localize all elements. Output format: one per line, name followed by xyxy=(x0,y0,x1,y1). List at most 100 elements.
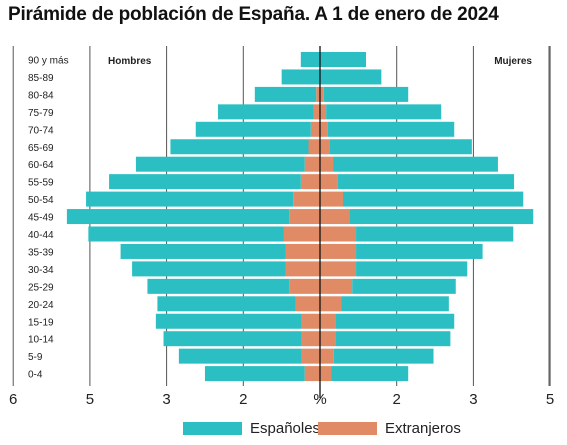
bar-mujeres-espanoles xyxy=(343,191,524,207)
bar-mujeres-espanoles xyxy=(333,348,434,364)
bar-mujeres-espanoles xyxy=(335,313,455,329)
age-group-label: 15-19 xyxy=(28,317,54,328)
bar-mujeres-espanoles xyxy=(341,296,449,312)
bar-hombres-espanoles xyxy=(147,278,290,294)
bar-mujeres-extranjeros xyxy=(320,261,357,277)
bar-hombres-espanoles xyxy=(170,139,309,155)
bar-hombres-extranjeros xyxy=(300,174,320,190)
bar-mujeres-espanoles xyxy=(329,139,472,155)
bar-hombres-extranjeros xyxy=(304,156,320,172)
hombres-label: Hombres xyxy=(108,56,152,67)
bar-mujeres-extranjeros xyxy=(320,366,332,382)
bar-mujeres-extranjeros xyxy=(320,313,336,329)
bars xyxy=(66,52,534,382)
bar-mujeres-espanoles xyxy=(349,209,534,225)
bar-mujeres-extranjeros xyxy=(320,174,338,190)
bar-mujeres-extranjeros xyxy=(320,331,336,347)
age-group-label: 50-54 xyxy=(28,195,54,206)
bar-mujeres-extranjeros xyxy=(320,139,330,155)
bar-mujeres-extranjeros xyxy=(320,86,324,102)
bar-hombres-espanoles xyxy=(163,331,302,347)
x-tick-label: 6 xyxy=(9,391,17,408)
bar-mujeres-espanoles xyxy=(356,226,514,242)
age-group-label: 25-29 xyxy=(28,282,54,293)
legend-label-extranjeros: Extranjeros xyxy=(385,419,461,437)
bar-hombres-espanoles xyxy=(109,174,301,190)
bar-hombres-espanoles xyxy=(135,156,305,172)
bar-hombres-extranjeros xyxy=(285,243,320,259)
bar-hombres-extranjeros xyxy=(310,121,320,137)
bar-hombres-extranjeros xyxy=(301,313,320,329)
bar-mujeres-espanoles xyxy=(352,278,456,294)
bar-hombres-espanoles xyxy=(157,296,296,312)
bar-mujeres-extranjeros xyxy=(320,348,334,364)
bar-hombres-espanoles xyxy=(155,313,302,329)
age-group-label: 30-34 xyxy=(28,265,54,276)
x-tick-label: 2 xyxy=(239,391,247,408)
legend-item-extranjeros: Extranjeros xyxy=(318,418,461,438)
bar-hombres-extranjeros xyxy=(316,86,320,102)
bar-hombres-espanoles xyxy=(86,191,294,207)
legend-item-espanoles: Españoles xyxy=(183,418,320,438)
bar-mujeres-extranjeros xyxy=(320,209,350,225)
bar-mujeres-espanoles xyxy=(333,156,498,172)
age-group-label: 55-59 xyxy=(28,178,54,189)
age-group-label: 70-74 xyxy=(28,125,54,136)
bar-mujeres-extranjeros xyxy=(320,104,327,120)
bar-mujeres-espanoles xyxy=(320,69,382,85)
age-group-label: 85-89 xyxy=(28,73,54,84)
labels: 6 5 3 2% 2 3 5 90 y más 85-89 80-84 75-79 70-74 65-6… xyxy=(9,56,554,409)
bar-hombres-espanoles xyxy=(300,52,320,67)
bar-hombres-espanoles xyxy=(195,121,311,137)
bar-mujeres-espanoles xyxy=(331,366,409,382)
bar-hombres-espanoles xyxy=(217,104,314,120)
bar-hombres-extranjeros xyxy=(289,209,320,225)
age-group-label: 0-4 xyxy=(28,370,43,381)
bar-hombres-extranjeros xyxy=(301,348,320,364)
x-tick-label: 2 xyxy=(393,391,401,408)
bar-hombres-espanoles xyxy=(281,69,320,85)
bar-mujeres-extranjeros xyxy=(320,278,353,294)
bar-mujeres-espanoles xyxy=(337,174,515,190)
bar-hombres-espanoles xyxy=(254,86,317,102)
age-group-label: 20-24 xyxy=(28,300,54,311)
x-tick-label: 5 xyxy=(546,391,554,408)
bar-mujeres-espanoles xyxy=(335,331,451,347)
legend-label-espanoles: Españoles xyxy=(250,419,321,437)
bar-hombres-extranjeros xyxy=(304,366,320,382)
x-tick-label: % xyxy=(313,391,326,408)
bar-hombres-extranjeros xyxy=(283,226,320,242)
x-tick-label: 3 xyxy=(162,391,170,408)
bar-mujeres-extranjeros xyxy=(320,121,328,137)
bar-mujeres-extranjeros xyxy=(320,226,357,242)
bar-mujeres-extranjeros xyxy=(320,191,344,207)
bar-hombres-espanoles xyxy=(120,243,286,259)
bar-mujeres-extranjeros xyxy=(320,156,334,172)
bar-hombres-extranjeros xyxy=(313,104,320,120)
age-group-label: 75-79 xyxy=(28,108,54,119)
bar-mujeres-espanoles xyxy=(327,121,455,137)
bar-hombres-espanoles xyxy=(88,226,284,242)
bar-hombres-espanoles xyxy=(178,348,302,364)
age-group-label: 10-14 xyxy=(28,335,54,346)
age-group-label: 45-49 xyxy=(28,213,54,224)
age-group-label: 65-69 xyxy=(28,143,54,154)
age-group-label: 5-9 xyxy=(28,352,43,363)
x-tick-label: 3 xyxy=(469,391,477,408)
age-group-label: 80-84 xyxy=(28,90,54,101)
bar-mujeres-extranjeros xyxy=(320,243,357,259)
age-group-label: 60-64 xyxy=(28,160,54,171)
bar-hombres-extranjeros xyxy=(289,278,320,294)
bar-hombres-espanoles xyxy=(66,209,290,225)
age-group-label: 35-39 xyxy=(28,247,54,258)
bar-hombres-espanoles xyxy=(132,261,286,277)
bar-hombres-extranjeros xyxy=(295,296,320,312)
bar-mujeres-espanoles xyxy=(320,52,367,67)
bar-hombres-extranjeros xyxy=(285,261,320,277)
bar-mujeres-espanoles xyxy=(356,243,483,259)
bar-mujeres-espanoles xyxy=(326,104,442,120)
chart-title: Pirámide de población de España. A 1 de … xyxy=(8,4,499,25)
bar-hombres-extranjeros xyxy=(301,331,320,347)
bar-mujeres-extranjeros xyxy=(320,296,342,312)
bar-mujeres-espanoles xyxy=(323,86,409,102)
